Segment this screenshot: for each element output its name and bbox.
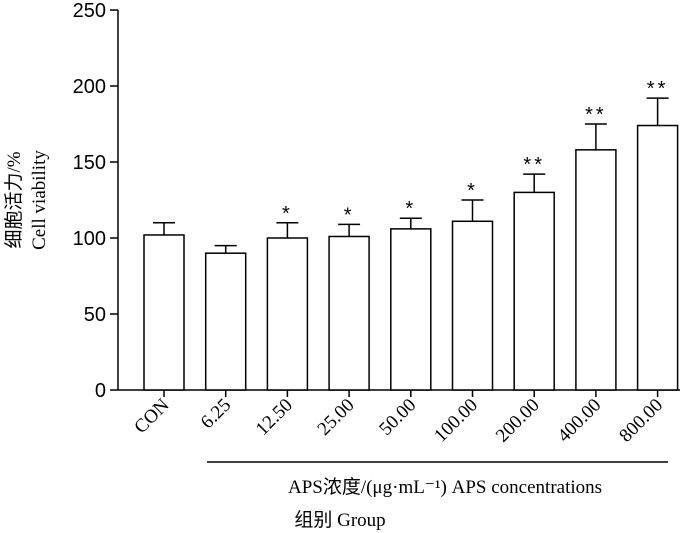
significance-mark: ** [523, 154, 545, 176]
bar [328, 235, 370, 391]
x-tick-labels: CON 6.25 12.50 25.00 50.00 100.00 200.00 400.00… [130, 390, 667, 446]
y-tick-label: 50 [84, 304, 106, 326]
bar [266, 237, 309, 391]
x-tick-label: 6.25 [197, 395, 235, 433]
significance-mark: * [405, 198, 416, 220]
bar [513, 191, 555, 391]
bar [390, 228, 432, 391]
significance-mark: * [282, 203, 293, 225]
bar [636, 124, 679, 391]
bar [143, 234, 185, 391]
x-tick-label: 50.00 [375, 395, 420, 440]
x-tick-label: 12.50 [252, 395, 297, 440]
y-tick-label: 150 [73, 152, 106, 174]
group-label: APS浓度/(μg·mL⁻¹) APS concentrations [288, 476, 602, 498]
y-tick-label: 200 [73, 76, 106, 98]
bar [204, 252, 247, 391]
y-axis-label-english: Cell viability [29, 150, 50, 250]
significance-mark: ** [647, 78, 669, 100]
x-tick-label: 800.00 [615, 395, 667, 447]
bar [575, 149, 617, 391]
y-axis: 0 50 100 150 200 250 [73, 0, 119, 402]
significance-mark: * [344, 204, 355, 226]
x-tick-label: 25.00 [314, 395, 359, 440]
y-tick-label: 100 [73, 228, 106, 250]
y-axis-label-chinese: 细胞活力/% [3, 151, 25, 248]
x-tick-label: CON [130, 394, 173, 437]
y-tick-label: 250 [73, 0, 106, 22]
x-tick-label: 400.00 [554, 395, 606, 447]
error-bars [153, 97, 669, 254]
x-tick-label: 100.00 [430, 395, 482, 447]
x-tick-label: 200.00 [492, 395, 544, 447]
y-tick-label: 0 [95, 380, 106, 402]
significance-marks: * * ******** [282, 78, 669, 226]
bars [143, 124, 679, 391]
significance-mark: * [467, 180, 478, 202]
bar [451, 220, 494, 391]
x-axis-label: 组别 Group [294, 509, 385, 531]
significance-mark: ** [585, 104, 607, 126]
